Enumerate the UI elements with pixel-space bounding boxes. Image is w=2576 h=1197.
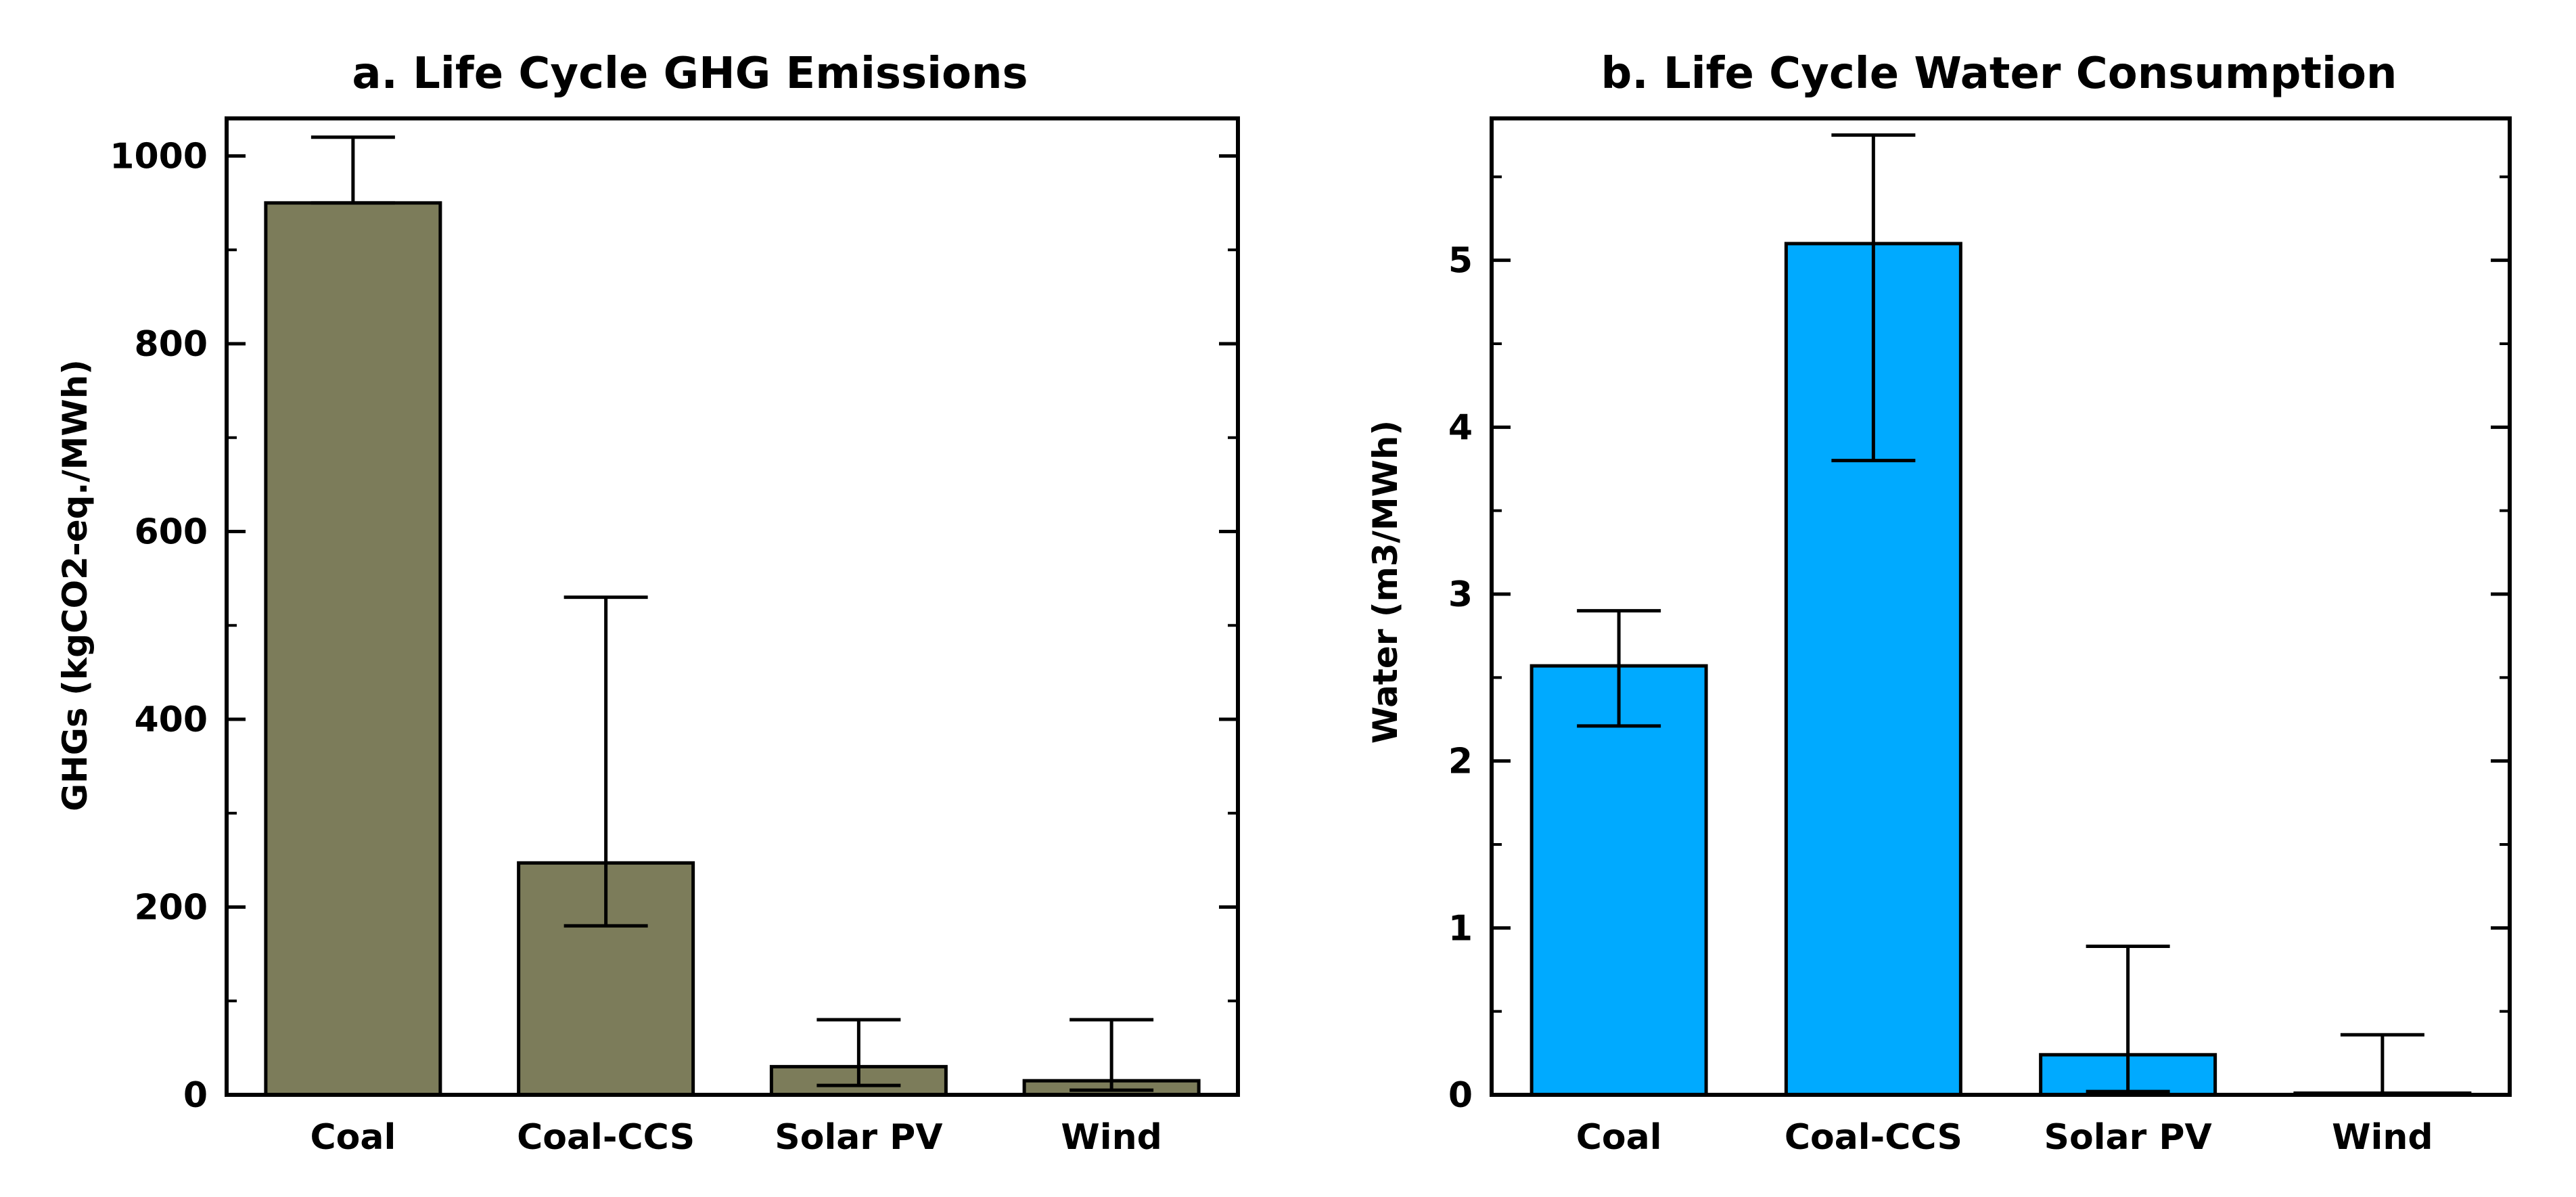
panel-b-ytick-label: 2: [1448, 742, 1473, 782]
panel-b-category-label: Solar PV: [2044, 1117, 2212, 1158]
panel-a-bar: [264, 201, 442, 1097]
panel-a-ytick-label: 0: [183, 1075, 208, 1116]
panel-a-ytick-label: 400: [134, 700, 208, 740]
panel-a: a. Life Cycle GHG Emissions GHGs (kgCO2-…: [55, 49, 1240, 1158]
panel-b-ytick-label: 3: [1448, 574, 1473, 615]
panel-a-category-label: Coal: [310, 1117, 396, 1158]
panel-b-ytick-label: 4: [1448, 407, 1473, 448]
panel-b-ytick-label: 1: [1448, 908, 1473, 949]
panel-a-category-label: Coal-CCS: [517, 1117, 695, 1158]
panel-a-plot-frame: [225, 116, 1240, 1097]
panel-b-category-label: Coal: [1576, 1117, 1662, 1158]
panel-b-bar: [1530, 664, 1708, 1097]
panel-a-ylabel: GHGs (kgCO2-eq./MWh): [55, 359, 95, 811]
panel-a-ytick-label: 1000: [110, 137, 208, 177]
panel-a-ytick-label: 600: [134, 512, 208, 553]
panel-b-marks: Coal Coal-CCS Solar PV Wind 0 1 2 3 4 5: [1448, 116, 2512, 1158]
panel-b-ylabel: Water (m3/MWh): [1366, 420, 1405, 744]
panel-b-title: b. Life Cycle Water Consumption: [1601, 49, 2397, 99]
panel-a-marks: Coal Coal-CCS Solar PV Wind 0 200 400 600 800 100…: [110, 116, 1240, 1158]
panel-b: b. Life Cycle Water Consumption Water (m…: [1366, 49, 2512, 1158]
panel-a-ytick-label: 200: [134, 888, 208, 928]
panel-a-category-label: Wind: [1061, 1117, 1162, 1158]
panel-b-plot-frame: [1490, 116, 2512, 1097]
panel-b-category-label: Coal-CCS: [1785, 1117, 1962, 1158]
panel-b-category-label: Wind: [2332, 1117, 2433, 1158]
panel-b-ytick-label: 0: [1448, 1075, 1473, 1116]
panel-a-title: a. Life Cycle GHG Emissions: [352, 49, 1028, 99]
panel-a-category-label: Solar PV: [775, 1117, 942, 1158]
panel-b-ytick-label: 5: [1448, 241, 1473, 281]
panel-a-ytick-label: 800: [134, 324, 208, 365]
